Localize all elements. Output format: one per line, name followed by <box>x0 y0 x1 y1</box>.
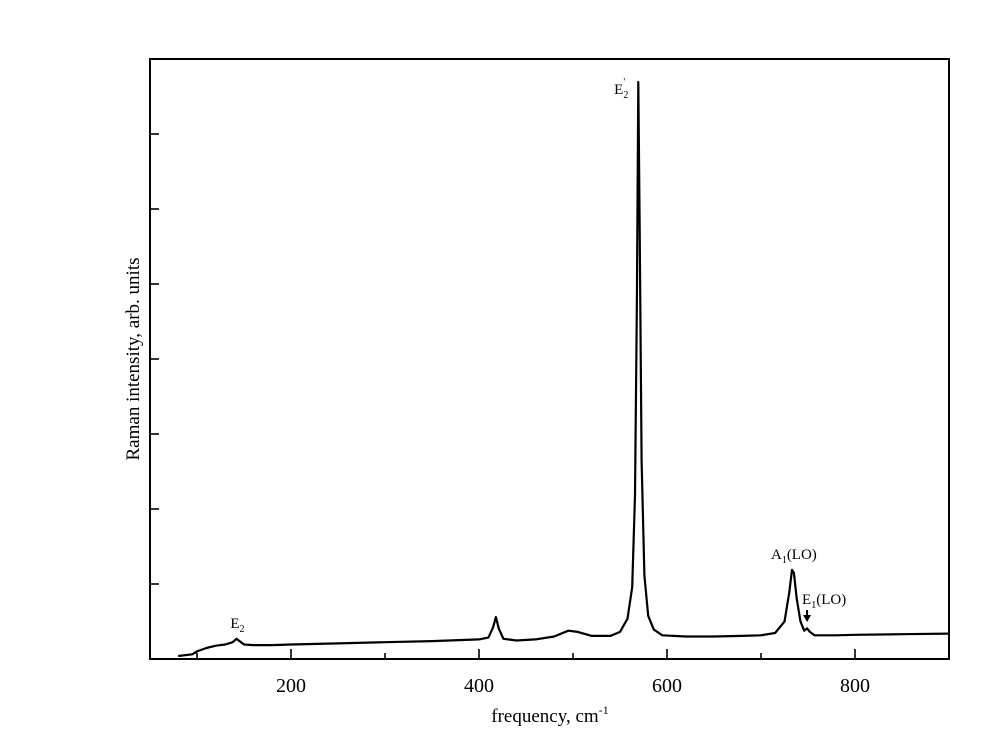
spectrum-line <box>178 80 950 658</box>
x-axis-title: frequency, cm-1 <box>491 703 608 727</box>
x-tick-label: 200 <box>276 675 306 697</box>
arrow-head <box>803 615 812 622</box>
x-axis-title-text: frequency, cm <box>491 706 599 727</box>
y-axis-title: Raman intensity, arb. units <box>123 258 144 461</box>
annotation-e2-prime-mark: ' <box>623 77 625 88</box>
annotation-e1-lo: E1(LO) <box>802 592 846 611</box>
annotation-e1-lo-sub: 1 <box>811 600 816 611</box>
annotation-e1-lo-rest: (LO) <box>816 592 846 608</box>
annotation-a1-lo: A1(LO) <box>771 547 817 566</box>
x-tick-label: 800 <box>840 675 870 697</box>
annotation-a1-lo-sub: 1 <box>782 555 787 566</box>
plot-frame <box>149 58 950 660</box>
annotation-e1-lo-main: E <box>802 592 811 608</box>
axis-ticks <box>150 133 856 659</box>
annotation-e1-lo-arrow <box>803 610 812 622</box>
annotation-e2-prime: E2 ' <box>614 77 628 101</box>
annotation-e2-prime-sub: 2 <box>623 90 628 101</box>
x-axis-title-superscript: -1 <box>599 703 609 717</box>
x-tick-label: 400 <box>464 675 494 697</box>
annotation-e2-prime-main: E <box>614 82 623 98</box>
annotation-a1-lo-main: A <box>771 547 782 563</box>
annotation-a1-lo-rest: (LO) <box>787 547 817 563</box>
annotation-e2: E2 <box>230 616 244 635</box>
x-tick-label: 600 <box>652 675 682 697</box>
x-tick-labels: 200 400 600 800 <box>276 675 870 697</box>
annotation-e2-main: E <box>230 616 239 632</box>
annotation-e2-sub: 2 <box>240 624 245 635</box>
